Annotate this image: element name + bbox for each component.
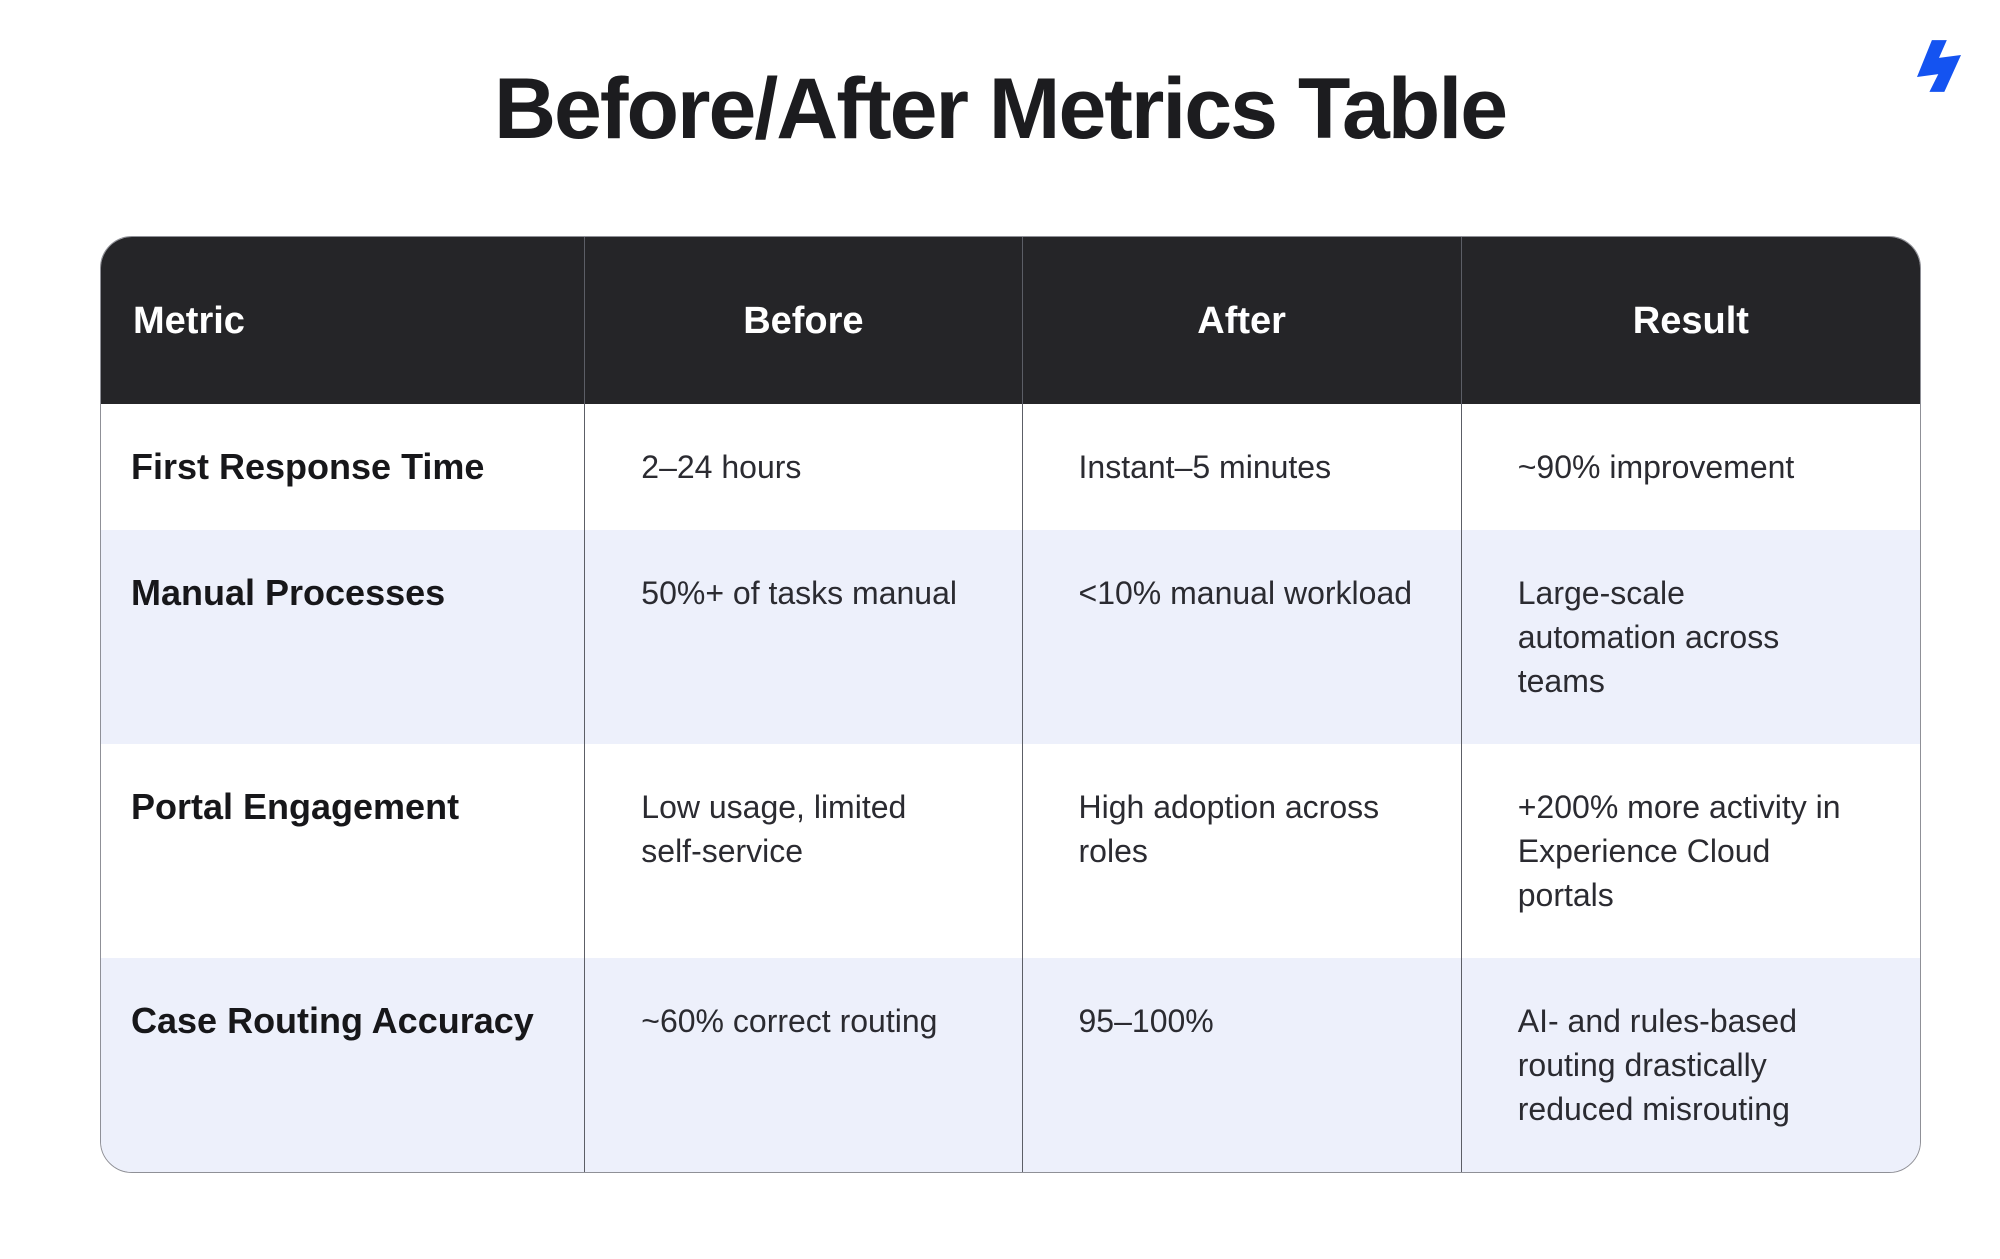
cell-result: Large-scale automation across teams — [1460, 530, 1920, 744]
column-header-before: Before — [584, 237, 1021, 404]
table-row-manual-processes: Manual Processes 50%+ of tasks manual <1… — [101, 530, 1920, 744]
cell-metric: Case Routing Accuracy — [131, 1000, 534, 1041]
cell-after: Instant–5 minutes — [1021, 404, 1461, 530]
cell-result: AI- and rules-based routing drastically … — [1460, 958, 1920, 1172]
cell-after: High adoption across roles — [1021, 744, 1461, 958]
cell-result: +200% more activity in Experience Cloud … — [1460, 744, 1920, 958]
cell-before: 50%+ of tasks manual — [584, 530, 1021, 744]
cell-before: ~60% correct routing — [584, 958, 1021, 1172]
lightning-bolt-icon — [1917, 40, 1961, 92]
column-header-result: Result — [1460, 237, 1920, 404]
table-row-first-response-time: First Response Time 2–24 hours Instant–5… — [101, 404, 1920, 530]
cell-result: ~90% improvement — [1460, 404, 1920, 530]
table-row-case-routing-accuracy: Case Routing Accuracy ~60% correct routi… — [101, 958, 1920, 1172]
cell-metric: First Response Time — [131, 446, 485, 487]
page-title: Before/After Metrics Table — [493, 61, 1508, 157]
cell-metric: Portal Engagement — [131, 786, 460, 827]
column-header-after: After — [1021, 237, 1461, 404]
cell-before: Low usage, limited self-service — [584, 744, 1021, 958]
cell-metric: Manual Processes — [131, 572, 446, 613]
cell-after: <10% manual workload — [1021, 530, 1461, 744]
table-row-portal-engagement: Portal Engagement Low usage, limited sel… — [101, 744, 1920, 958]
column-header-metric: Metric — [133, 299, 245, 342]
table-header-row: Metric Before After Result — [101, 237, 1920, 404]
cell-before: 2–24 hours — [584, 404, 1021, 530]
metrics-table: Metric Before After Result First Respons… — [100, 236, 1921, 1173]
cell-after: 95–100% — [1021, 958, 1461, 1172]
